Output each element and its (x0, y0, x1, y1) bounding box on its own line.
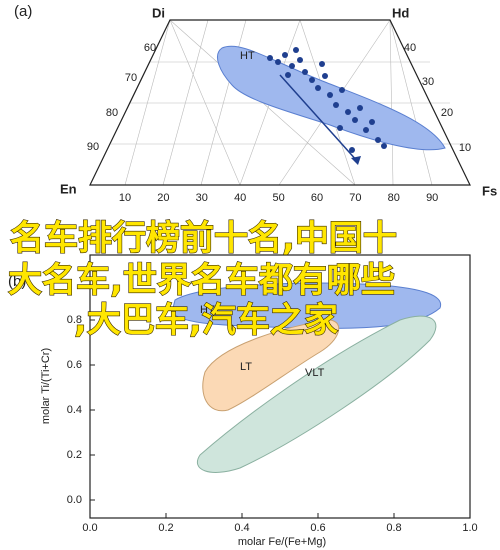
overlay-text: 名车排行榜前十名,中国十 (10, 219, 397, 259)
tick-label: 70 (349, 192, 361, 204)
field-label: HT (200, 304, 215, 316)
plot-frame (89, 254, 471, 519)
x-axis-label: molar Fe/(Fe+Mg) (238, 536, 326, 548)
tick-label: 30 (422, 76, 434, 88)
y-tick-label: 0.2 (67, 449, 82, 461)
lt-field (202, 319, 340, 412)
tick-label: 90 (87, 141, 99, 153)
y-tick-label: 0.0 (67, 494, 82, 506)
tick-label: 70 (125, 72, 137, 84)
tick-label: 50 (272, 192, 284, 204)
tick-label: 20 (157, 192, 169, 204)
x-tick-label: 1.0 (462, 522, 477, 534)
arrow-head (351, 156, 361, 165)
x-tick-label: 0.4 (234, 522, 249, 534)
tick-label: 80 (106, 107, 118, 119)
x-tick-label: 0.8 (386, 522, 401, 534)
tick-label: 90 (426, 192, 438, 204)
field-label: HT (240, 50, 255, 62)
tick-label: 80 (388, 192, 400, 204)
vlt-field (197, 315, 437, 473)
tick-label: 30 (196, 192, 208, 204)
tick-label: 60 (311, 192, 323, 204)
corner-label: En (60, 181, 77, 196)
tick-label: 10 (119, 192, 131, 204)
y-axis-label: molar Ti/(Ti+Cr) (40, 348, 52, 424)
y-tick-label: 0.6 (67, 359, 82, 371)
x-tick-label: 0.2 (158, 522, 173, 534)
trend-arrow (279, 74, 359, 163)
y-tick-label: 0.4 (67, 404, 82, 416)
field-label: VLT (305, 367, 325, 379)
tick-label: 20 (441, 107, 453, 119)
tick-label: 40 (404, 42, 416, 54)
corner-label: Fs (482, 183, 497, 198)
tick-label: 10 (459, 142, 471, 154)
overlay-text: 大名车,世界名车都有哪些 (8, 261, 395, 301)
ht-field (171, 282, 442, 329)
corner-label: Di (152, 5, 165, 20)
sample-points (267, 47, 387, 153)
panel-label: (b) (8, 273, 26, 290)
tick-label: 40 (234, 192, 246, 204)
x-tick-label: 0.6 (310, 522, 325, 534)
field-label: LT (240, 361, 252, 373)
x-tick-label: 0.0 (82, 522, 97, 534)
tick-label: 60 (144, 42, 156, 54)
y-tick-label: 0.8 (67, 314, 82, 326)
overlay-text: ,大巴车,汽车之家 (74, 301, 338, 341)
corner-label: Hd (392, 5, 409, 20)
panel-label: (a) (14, 3, 32, 20)
